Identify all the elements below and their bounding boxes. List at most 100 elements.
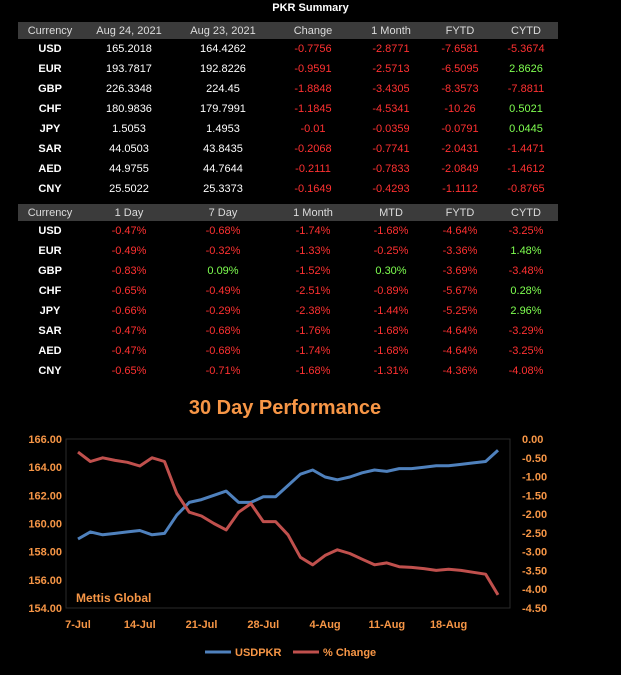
percent-header-1: 1 Day <box>82 204 176 221</box>
percent-header-row: Currency 1 Day 7 Day 1 Month MTD FYTD CYTD <box>18 204 558 221</box>
y-left-tick-label: 160.00 <box>28 519 62 531</box>
rates-cell-a: 165.2018 <box>106 43 152 55</box>
currency-code: CHF <box>38 103 62 115</box>
rates-cell-cytd: -0.8765 <box>507 183 545 195</box>
table-row: AED -0.47% -0.68% -1.74% -1.68% -4.64% -3.25% <box>18 341 558 361</box>
rates-header-2: Aug 23, 2021 <box>176 22 270 39</box>
percent-cell-cytd: -4.08% <box>508 365 544 377</box>
percent-cell-m1: -1.74% <box>295 225 331 237</box>
rates-cell-change: -0.2111 <box>295 163 331 175</box>
currency-code: EUR <box>38 63 62 75</box>
percent-cell-mtd: -1.68% <box>373 225 409 237</box>
percent-cell-fytd: -3.69% <box>442 265 478 277</box>
percent-cell-d1: -0.65% <box>111 365 147 377</box>
rates-cell-a: 1.5053 <box>112 123 146 135</box>
rates-cell-fytd: -0.0791 <box>441 123 479 135</box>
rates-cell-fytd: -2.0849 <box>441 163 479 175</box>
x-tick-label: 28-Jul <box>247 619 279 631</box>
currency-code: SAR <box>38 143 62 155</box>
percent-cell-d7: 0.09% <box>207 265 239 277</box>
y-right-tick-label: -4.50 <box>522 603 547 615</box>
y-right-tick-label: -1.00 <box>522 472 547 484</box>
rates-header-1: Aug 24, 2021 <box>82 22 176 39</box>
table-row: CNY -0.65% -0.71% -1.68% -1.31% -4.36% -4.08% <box>18 361 558 381</box>
percent-cell-cytd: -3.48% <box>508 265 544 277</box>
currency-code: SAR <box>38 325 62 337</box>
currency-code: JPY <box>39 123 61 135</box>
percent-header-5: FYTD <box>426 204 494 221</box>
y-right-tick-label: -1.50 <box>522 490 547 502</box>
legend-label: % Change <box>323 647 376 659</box>
rates-cell-change: -1.8848 <box>294 83 332 95</box>
x-tick-label: 18-Aug <box>430 619 467 631</box>
y-right-tick-label: -3.50 <box>522 565 547 577</box>
rates-cell-fytd: -2.0431 <box>441 143 479 155</box>
table-row: EUR -0.49% -0.32% -1.33% -0.25% -3.36% 1.48% <box>18 241 558 261</box>
table-row: GBP -0.83% 0.09% -1.52% 0.30% -3.69% -3.48% <box>18 261 558 281</box>
y-right-tick-label: -2.00 <box>522 509 547 521</box>
percent-cell-cytd: 1.48% <box>510 245 542 257</box>
currency-code: AED <box>38 163 62 175</box>
percent-cell-mtd: -1.31% <box>373 365 409 377</box>
percent-header-4: MTD <box>356 204 426 221</box>
rates-cell-fytd: -8.3573 <box>441 83 479 95</box>
percent-cell-fytd: -4.64% <box>442 225 478 237</box>
table-row: AED 44.9755 44.7644 -0.2111 -0.7833 -2.0849 -1… <box>18 159 558 179</box>
percent-cell-d1: -0.83% <box>111 265 147 277</box>
rates-cell-change: -1.1845 <box>294 103 332 115</box>
rates-cell-b: 43.8435 <box>203 143 243 155</box>
percent-cell-d7: -0.32% <box>205 245 241 257</box>
rates-cell-month: -4.5341 <box>372 103 410 115</box>
x-tick-label: 4-Aug <box>309 619 340 631</box>
percent-cell-d1: -0.65% <box>111 285 147 297</box>
rates-cell-month: -0.4293 <box>372 183 410 195</box>
percent-cell-mtd: -1.68% <box>373 345 409 357</box>
percent-change-table: Currency 1 Day 7 Day 1 Month MTD FYTD CYTD USD… <box>18 204 558 381</box>
table-row: USD -0.47% -0.68% -1.74% -1.68% -4.64% -3.25% <box>18 221 558 241</box>
percent-header-0: Currency <box>18 204 82 221</box>
percent-cell-d7: -0.68% <box>205 345 241 357</box>
table-row: CHF 180.9836 179.7991 -1.1845 -4.5341 -10.26 0… <box>18 99 558 119</box>
percent-cell-mtd: -1.68% <box>373 325 409 337</box>
percent-cell-m1: -2.51% <box>295 285 331 297</box>
percent-cell-fytd: -4.64% <box>442 325 478 337</box>
source-label: Mettis Global <box>76 591 151 605</box>
table-row: SAR 44.0503 43.8435 -0.2068 -0.7741 -2.0431 -1… <box>18 139 558 159</box>
rates-cell-b: 44.7644 <box>203 163 243 175</box>
percent-cell-cytd: -3.25% <box>508 225 544 237</box>
rates-cell-fytd: -6.5095 <box>441 63 479 75</box>
rates-cell-month: -0.7741 <box>372 143 410 155</box>
percent-cell-d1: -0.66% <box>111 305 147 317</box>
rates-cell-cytd: -1.4612 <box>507 163 545 175</box>
rates-cell-fytd: -7.6581 <box>441 43 479 55</box>
rates-cell-fytd: -10.26 <box>444 103 476 115</box>
series-line-pct-change <box>77 450 500 596</box>
percent-cell-fytd: -4.36% <box>442 365 478 377</box>
rates-cell-cytd: -5.3674 <box>507 43 545 55</box>
summary-title: PKR Summary <box>272 2 349 14</box>
y-left-tick-label: 156.00 <box>28 575 62 587</box>
y-left-tick-label: 166.00 <box>28 434 62 446</box>
percent-cell-mtd: -0.89% <box>373 285 409 297</box>
x-tick-label: 14-Jul <box>124 619 156 631</box>
rates-cell-a: 25.5022 <box>109 183 149 195</box>
percent-cell-fytd: -3.36% <box>442 245 478 257</box>
percent-cell-cytd: 2.96% <box>510 305 542 317</box>
rates-cell-cytd: 0.0445 <box>509 123 543 135</box>
y-left-tick-label: 162.00 <box>28 490 62 502</box>
table-row: SAR -0.47% -0.68% -1.76% -1.68% -4.64% -3.29% <box>18 321 558 341</box>
percent-cell-mtd: -1.44% <box>373 305 409 317</box>
percent-cell-d1: -0.47% <box>111 345 147 357</box>
rates-cell-change: -0.7756 <box>294 43 332 55</box>
rates-cell-month: -2.5713 <box>372 63 410 75</box>
rates-cell-cytd: 2.8626 <box>509 63 543 75</box>
rates-cell-a: 226.3348 <box>106 83 152 95</box>
rates-cell-cytd: -7.8811 <box>507 83 545 95</box>
percent-header-2: 7 Day <box>176 204 270 221</box>
rates-cell-change: -0.01 <box>300 123 326 135</box>
percent-cell-d7: -0.49% <box>205 285 241 297</box>
y-right-tick-label: -4.00 <box>522 584 547 596</box>
series-line-usdpkr <box>77 449 500 541</box>
percent-cell-mtd: -0.25% <box>373 245 409 257</box>
rates-cell-b: 179.7991 <box>200 103 246 115</box>
